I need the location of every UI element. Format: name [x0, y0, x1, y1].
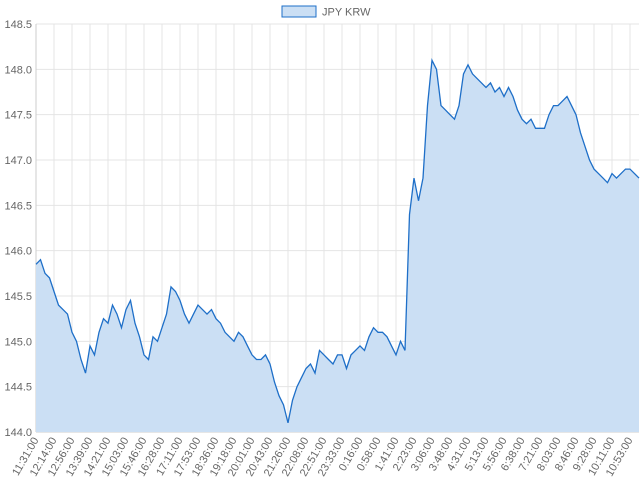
y-tick-label: 148.5 [4, 19, 32, 31]
y-tick-label: 145.5 [4, 291, 32, 303]
y-tick-label: 148.0 [4, 64, 32, 76]
legend-swatch [281, 5, 317, 18]
area [36, 60, 639, 433]
legend-label: JPY KRW [322, 7, 371, 19]
y-tick-label: 146.5 [4, 200, 32, 212]
y-tick-label: 146.0 [4, 246, 32, 258]
line [35, 57, 640, 424]
y-tick-label: 145.0 [4, 336, 32, 348]
y-tick-label: 147.5 [4, 110, 32, 122]
y-tick-label: 144.0 [4, 427, 32, 439]
y-tick-label: 144.5 [4, 382, 32, 394]
y-tick-label: 147.0 [4, 155, 32, 167]
